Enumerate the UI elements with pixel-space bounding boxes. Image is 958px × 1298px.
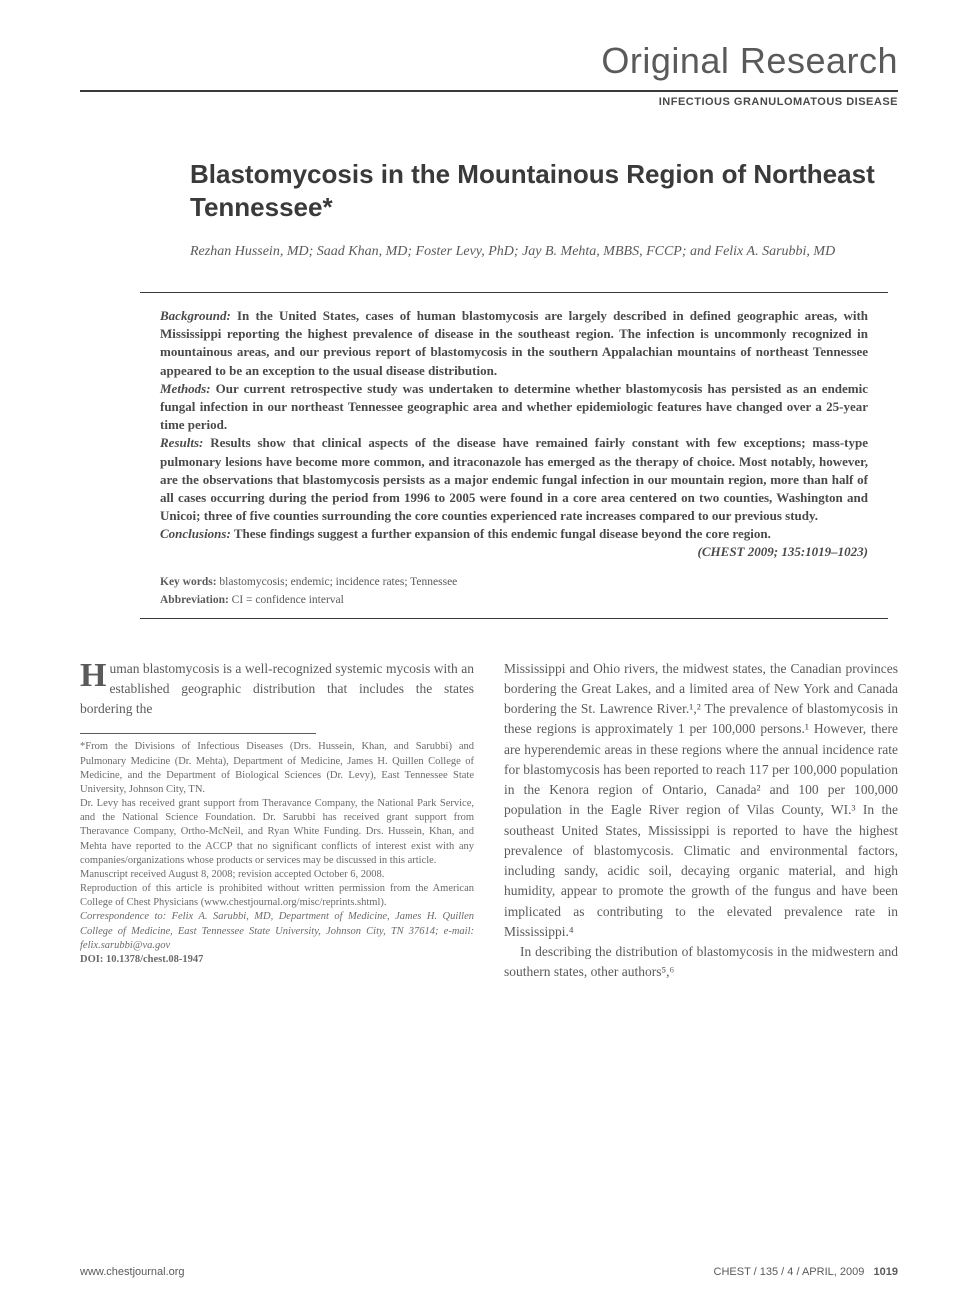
results-label: Results: [160,435,203,450]
footnote-reproduction: Reproduction of this article is prohibit… [80,882,474,910]
body-columns: Human blastomycosis is a well-recognized… [80,659,898,983]
footnote-affiliation: *From the Divisions of Infectious Diseas… [80,740,474,797]
keywords-label: Key words: [160,576,217,588]
authors: Rezhan Hussein, MD; Saad Khan, MD; Foste… [190,241,898,262]
footnote-dates: Manuscript received August 8, 2008; revi… [80,868,474,882]
keywords-line: Key words: blastomycosis; endemic; incid… [160,576,868,588]
abstract-background: Background: In the United States, cases … [160,307,868,380]
category-title: Original Research [80,40,898,82]
intro-text: uman blastomycosis is a well-recognized … [80,661,474,717]
subcategory: INFECTIOUS GRANULOMATOUS DISEASE [80,96,898,108]
footnote-doi: DOI: 10.1378/chest.08-1947 [80,953,474,967]
footnote-rule [80,733,316,734]
col2-p2: In describing the distribution of blasto… [504,942,898,983]
footer-right: CHEST / 135 / 4 / APRIL, 2009 1019 [714,1266,898,1278]
conclusions-label: Conclusions: [160,526,231,541]
abstract-results: Results: Results show that clinical aspe… [160,434,868,525]
results-text: Results show that clinical aspects of th… [160,435,868,523]
footer-page: 1019 [874,1266,898,1278]
footnote-funding: Dr. Levy has received grant support from… [80,797,474,868]
background-label: Background: [160,308,231,323]
abbrev-line: Abbreviation: CI = confidence interval [160,594,868,606]
intro-paragraph: Human blastomycosis is a well-recognized… [80,659,474,720]
footnote-block: *From the Divisions of Infectious Diseas… [80,740,474,967]
article-title: Blastomycosis in the Mountainous Region … [190,158,898,223]
page-footer: www.chestjournal.org CHEST / 135 / 4 / A… [80,1266,898,1278]
header-rule [80,90,898,92]
abbrev-label: Abbreviation: [160,594,229,606]
footnote-correspondence: Correspondence to: Felix A. Sarubbi, MD,… [80,910,474,953]
footer-url: www.chestjournal.org [80,1266,185,1278]
col2-p1: Mississippi and Ohio rivers, the midwest… [504,659,898,943]
footer-issue: CHEST / 135 / 4 / APRIL, 2009 [714,1266,865,1278]
abstract-box: Background: In the United States, cases … [140,292,888,619]
abbrev-text: CI = confidence interval [232,594,344,606]
abstract-methods: Methods: Our current retrospective study… [160,380,868,435]
keywords-text: blastomycosis; endemic; incidence rates;… [219,576,457,588]
methods-label: Methods: [160,381,211,396]
dropcap: H [80,659,109,691]
background-text: In the United States, cases of human bla… [160,308,868,378]
column-left: Human blastomycosis is a well-recognized… [80,659,474,983]
abstract-conclusions: Conclusions: These findings suggest a fu… [160,525,868,543]
citation: (CHEST 2009; 135:1019–1023) [698,543,868,561]
column-right: Mississippi and Ohio rivers, the midwest… [504,659,898,983]
header: Original Research [80,40,898,82]
conclusions-text: These findings suggest a further expansi… [234,526,771,541]
methods-text: Our current retrospective study was unde… [160,381,868,432]
